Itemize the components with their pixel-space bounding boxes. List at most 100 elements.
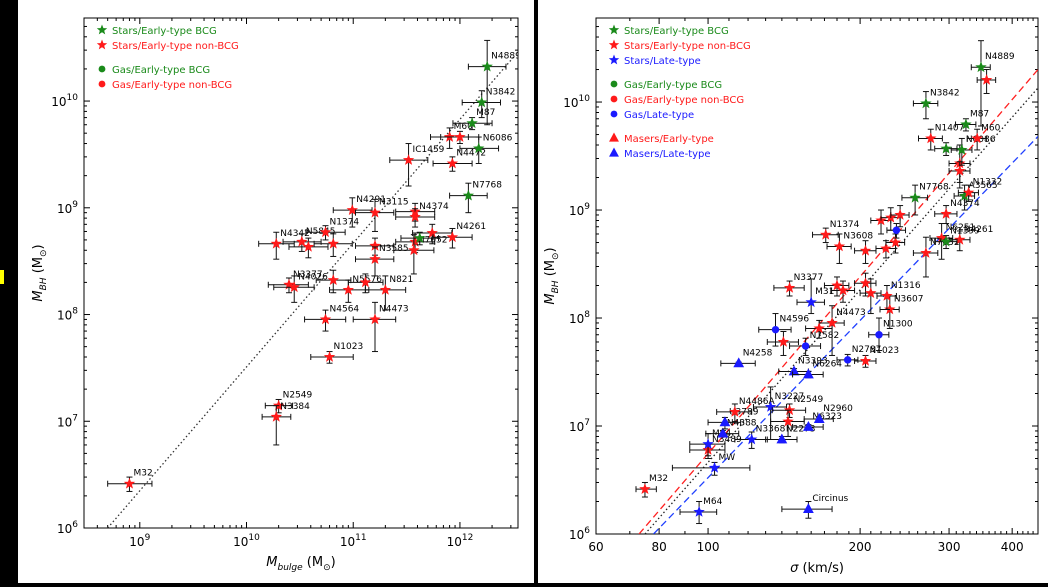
point-label: N2273 xyxy=(786,425,816,435)
point-label: N3377 xyxy=(794,273,824,283)
data-point: N6264 xyxy=(792,359,842,379)
data-marker xyxy=(859,355,872,366)
data-marker xyxy=(481,60,493,72)
data-marker xyxy=(843,356,852,364)
data-marker xyxy=(746,433,758,445)
data-point: N1300 xyxy=(868,317,913,352)
point-label: N3384 xyxy=(280,402,310,412)
data-marker xyxy=(940,142,952,154)
x-tick-label: 100 xyxy=(697,540,720,554)
data-point xyxy=(854,272,877,297)
point-label: M64 xyxy=(703,497,722,507)
data-marker xyxy=(409,235,421,247)
legend-marker xyxy=(608,39,620,50)
legend-marker xyxy=(610,95,618,103)
data-marker xyxy=(875,331,883,339)
point-label: N4596 xyxy=(780,315,810,325)
data-point xyxy=(288,237,329,259)
data-marker xyxy=(733,357,745,368)
point-label: N4473 xyxy=(836,308,866,318)
axis-ticks xyxy=(83,17,518,529)
point-label: M60 xyxy=(454,122,473,132)
legend-marker xyxy=(96,39,108,50)
y-axis-label: MBH (M⊙) xyxy=(543,247,561,304)
data-marker xyxy=(813,413,825,423)
data-point xyxy=(934,142,958,156)
data-marker xyxy=(369,313,381,325)
point-label: N1399 xyxy=(950,227,980,237)
data-marker xyxy=(346,204,358,215)
point-label: N7768 xyxy=(472,181,502,191)
data-marker xyxy=(954,233,966,245)
data-point: N4261 xyxy=(432,222,486,249)
data-marker xyxy=(831,279,843,291)
legend-label: Gas/Early-type non-BCG xyxy=(112,80,232,91)
y-tick-label: 107 xyxy=(57,413,78,429)
data-point: N3115 xyxy=(354,198,409,232)
x-tick-label: 400 xyxy=(1001,540,1024,554)
data-marker xyxy=(446,157,459,169)
data-marker xyxy=(476,96,488,108)
data-point: M60 xyxy=(966,123,1001,151)
point-label: M87 xyxy=(476,108,495,118)
data-marker xyxy=(894,209,906,220)
point-label: N1332 xyxy=(973,178,1003,188)
fit-line xyxy=(653,136,1038,534)
data-marker xyxy=(920,247,932,258)
point-label: N4374 xyxy=(419,202,449,212)
data-marker xyxy=(960,118,972,130)
data-point xyxy=(886,223,907,239)
data-point: N4564 xyxy=(304,304,359,332)
legend-marker xyxy=(608,54,620,65)
data-marker xyxy=(889,236,902,248)
point-label: N4291 xyxy=(356,195,386,205)
data-point: N4388 xyxy=(705,419,757,438)
data-point: N3377 xyxy=(773,273,824,297)
left-panel: 106 107 108 109 1010 109 1010 1011 1012 Mbulge (M… xyxy=(18,0,534,583)
point-label: M31 xyxy=(815,287,834,297)
data-point: N3377 xyxy=(267,270,323,294)
data-point xyxy=(400,231,440,246)
data-point: N4342 xyxy=(258,229,310,260)
data-point: N7768 xyxy=(901,183,949,216)
data-point: N1023 xyxy=(310,342,363,364)
data-marker xyxy=(270,237,282,249)
point-label: N1316 xyxy=(891,281,921,291)
point-label: IC1459 xyxy=(413,145,445,155)
data-marker xyxy=(639,483,651,494)
legend-label: Stars/Early-type non-BCG xyxy=(112,41,239,52)
point-label: N4342 xyxy=(280,229,310,239)
data-marker xyxy=(940,207,952,219)
x-tick-label: 1012 xyxy=(447,533,474,549)
data-marker xyxy=(408,244,420,256)
x-tick-label: 200 xyxy=(849,540,872,554)
data-point: N3393 xyxy=(778,356,828,376)
data-point xyxy=(854,240,877,264)
y-tick-label: 106 xyxy=(57,520,78,536)
data-marker xyxy=(369,206,381,218)
plot-frame xyxy=(595,17,1039,535)
data-marker xyxy=(956,143,968,155)
point-label: N3115 xyxy=(379,198,409,208)
data-marker xyxy=(764,401,777,412)
point-label: N6086 xyxy=(483,133,513,143)
data-marker xyxy=(892,226,901,234)
legend-marker xyxy=(98,80,106,88)
data-point: MW xyxy=(671,453,751,476)
data-marker xyxy=(702,438,714,449)
data-point: N3842 xyxy=(912,88,960,120)
point-label: N821 xyxy=(389,275,413,285)
point-label: N7582 xyxy=(810,331,840,341)
point-label: N4889 xyxy=(985,52,1015,62)
data-marker xyxy=(782,415,794,427)
legend-label: Stars/Early-type BCG xyxy=(624,26,729,37)
data-point: M87 xyxy=(452,108,495,131)
data-point xyxy=(890,205,910,228)
axis-ticks xyxy=(595,17,1039,535)
legend-label: Masers/Late-type xyxy=(624,149,711,160)
data-marker xyxy=(270,410,282,422)
data-marker xyxy=(283,278,295,290)
data-marker xyxy=(925,132,937,144)
point-label: N3842 xyxy=(486,87,516,97)
data-point: M32 xyxy=(635,474,668,498)
